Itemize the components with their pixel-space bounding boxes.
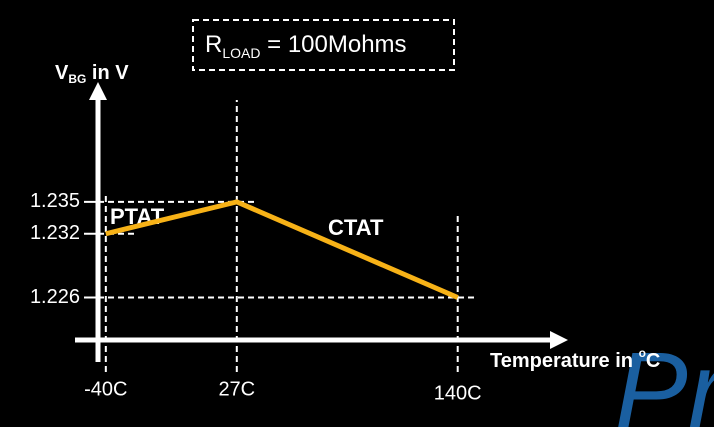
load-rest: = 100Mohms xyxy=(260,31,406,58)
annotation: CTAT xyxy=(328,215,384,240)
y-axis-label: VBG in V xyxy=(55,62,129,86)
y-tick-label: 1.226 xyxy=(30,286,80,308)
x-tick-label: 27C xyxy=(218,378,255,400)
y-label-sub: BG xyxy=(68,72,86,86)
x-tick-label: -40C xyxy=(84,378,127,400)
load-main: R xyxy=(205,31,222,58)
x-tick-label: 140C xyxy=(434,382,482,404)
y-axis-arrow xyxy=(89,82,107,100)
load-box xyxy=(192,19,455,71)
y-tick-label: 1.232 xyxy=(30,222,80,244)
y-label-main: V xyxy=(55,62,69,84)
load-sub: LOAD xyxy=(222,45,260,61)
load-label: RLOAD = 100Mohms xyxy=(205,31,407,60)
x-label-sup: o xyxy=(639,346,646,360)
y-tick-label: 1.235 xyxy=(30,190,80,212)
x-label-main: Temperature in xyxy=(490,350,639,372)
x-axis-arrow xyxy=(550,331,568,349)
watermark: Pro xyxy=(614,330,714,427)
data-line xyxy=(105,199,459,300)
x-label-rest: C xyxy=(646,350,660,372)
y-label-rest: in V xyxy=(86,62,129,84)
x-axis-label: Temperature in oC xyxy=(490,346,660,372)
